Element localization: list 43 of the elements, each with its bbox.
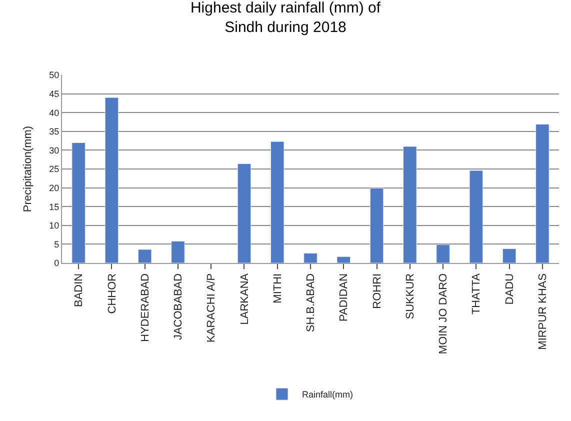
- x-tick-label: MITHI: [272, 273, 284, 304]
- x-tick-label: JACOBABAD: [172, 273, 185, 340]
- bar: [403, 146, 417, 263]
- y-tick-label: 45: [49, 88, 60, 99]
- bar: [171, 240, 185, 263]
- y-axis-title: Precipitation(mm): [22, 126, 34, 212]
- y-tick-label: 50: [49, 70, 60, 80]
- x-tick-label: THATTA: [470, 272, 483, 315]
- x-tick-label: LARKANA: [238, 272, 251, 325]
- y-tick-label: 10: [49, 220, 60, 231]
- y-tick-label: 35: [49, 126, 60, 137]
- x-tick-label: KARACHI A/P: [206, 273, 218, 342]
- y-tick-label: 20: [49, 182, 60, 193]
- y-tick-label: 15: [49, 202, 60, 212]
- bar: [304, 252, 318, 263]
- y-tick-label: 0: [54, 258, 60, 268]
- x-tick-label: SH.B.ABAD: [305, 273, 318, 332]
- bar: [469, 170, 484, 263]
- bar: [138, 249, 152, 263]
- bar: [104, 97, 119, 263]
- y-tick-label: 30: [49, 145, 60, 156]
- bar: [336, 256, 351, 263]
- bar: [436, 244, 450, 263]
- y-tick-label: 25: [49, 164, 60, 174]
- x-tick-label: BADIN: [73, 273, 86, 308]
- x-tick-label: HYDERABAD: [139, 273, 152, 342]
- x-tick-label: DADU: [504, 273, 516, 305]
- bar: [502, 248, 516, 263]
- x-tick-label: PADIDAN: [338, 273, 350, 322]
- bar: [536, 124, 550, 263]
- x-tick-label: CHHOR: [106, 273, 118, 314]
- x-tick-label: MIRPUR KHAS: [537, 273, 550, 350]
- y-tick-label: 5: [54, 239, 60, 250]
- bar: [72, 142, 86, 263]
- x-tick-label: MOIN JO DARO: [438, 272, 450, 354]
- y-tick-label: 40: [49, 108, 60, 118]
- x-tick-label: ROHRI: [371, 273, 384, 309]
- legend-label: Rainfall(mm): [302, 390, 354, 400]
- bar: [370, 188, 384, 263]
- bar: [270, 141, 284, 263]
- bar: [237, 163, 252, 263]
- chart-title: Highest daily rainfall (mm) of Sindh during 2018: [190, 0, 382, 36]
- x-tick-label: SUKKUR: [404, 273, 416, 320]
